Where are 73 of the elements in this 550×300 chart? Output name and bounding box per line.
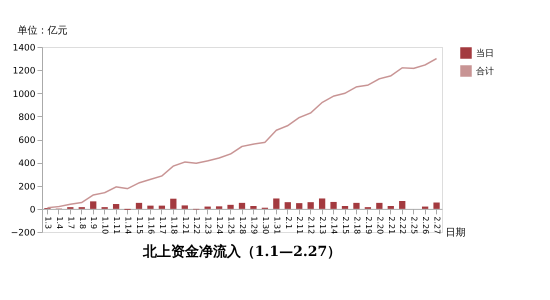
y-tick-label: 1000 — [12, 90, 36, 100]
x-tick-label: 1.10 — [100, 216, 110, 234]
x-tick-label: 1.9 — [89, 216, 98, 230]
bar — [399, 201, 406, 209]
bar — [158, 206, 166, 209]
bar — [342, 206, 348, 209]
x-tick-label: 1.3 — [43, 216, 52, 230]
bar — [147, 206, 154, 209]
bar — [376, 202, 382, 209]
y-tick-label: 200 — [18, 182, 36, 192]
bar — [216, 206, 222, 209]
x-tick-label: 2.22 — [398, 216, 408, 234]
bar — [227, 204, 234, 209]
x-tick-label: 1.14 — [124, 216, 133, 234]
x-tick-label: 1.30 — [260, 216, 270, 234]
bar — [90, 201, 96, 209]
bar — [273, 198, 280, 209]
x-tick-label: 1.15 — [134, 216, 144, 234]
x-tick-label: 1.7 — [66, 216, 76, 230]
x-tick-label: 2.20 — [375, 216, 384, 234]
bar — [388, 206, 394, 209]
x-tick-label: 2.25 — [410, 216, 419, 234]
bar — [284, 202, 291, 209]
x-tick-label: 2.1 — [284, 216, 293, 230]
x-axis-title: 日期 — [446, 226, 466, 238]
bar — [296, 203, 302, 209]
x-tick-label: 2.15 — [341, 216, 350, 234]
y-tick-label: 600 — [18, 136, 36, 146]
x-tick-label: 1.28 — [238, 216, 247, 234]
x-tick-label: 1.18 — [169, 216, 178, 234]
bar — [170, 198, 176, 209]
x-tick-label: 1.11 — [112, 216, 122, 234]
y-tick-label: −200 — [10, 228, 36, 238]
x-tick-label: 2.12 — [306, 216, 316, 234]
bar — [136, 202, 142, 209]
x-tick-label: 2.21 — [386, 216, 396, 234]
y-tick-label: 400 — [18, 159, 36, 170]
x-tick-label: 2.11 — [295, 216, 304, 234]
x-tick-label: 2.27 — [432, 216, 442, 234]
x-tick-label: 1.17 — [158, 216, 167, 234]
bar — [308, 202, 314, 209]
x-tick-label: 1.25 — [226, 216, 236, 234]
x-tick-label: 2.19 — [364, 216, 373, 234]
text: 北上资金净流入（1.1—2.27） — [142, 243, 342, 260]
bar — [250, 206, 257, 209]
y-tick-label: 0 — [30, 205, 36, 216]
x-tick-label: 1.4 — [54, 216, 64, 230]
bar — [433, 202, 440, 209]
y-axis-title: 单位：亿元 — [18, 24, 68, 36]
x-tick-label: 2.18 — [352, 216, 362, 234]
line-series — [46, 58, 438, 208]
bar — [112, 204, 120, 209]
x-tick-label: 1.24 — [215, 216, 224, 234]
y-tick-label: 1400 — [12, 44, 36, 54]
bar — [238, 202, 246, 209]
x-tick-label: 1.29 — [249, 216, 258, 234]
x-tick-label: 1.21 — [180, 216, 190, 234]
y-tick-label: 800 — [18, 112, 36, 123]
bar — [318, 198, 326, 209]
x-tick-label: 1.23 — [204, 216, 213, 234]
bar — [353, 202, 360, 209]
bar — [330, 202, 337, 209]
x-tick-label: 2.26 — [421, 216, 430, 234]
legend-label: 合计 — [476, 66, 494, 77]
x-tick-label: 1.31 — [272, 216, 282, 234]
x-tick-label: 1.22 — [192, 216, 202, 234]
x-tick-label: 1.16 — [146, 216, 156, 234]
y-tick-label: 1200 — [12, 66, 36, 77]
legend-label: 当日 — [476, 48, 494, 59]
bar — [182, 205, 188, 209]
x-tick-label: 1.8 — [78, 216, 87, 230]
x-tick-label: 2.14 — [330, 216, 339, 234]
x-tick-label: 2.13 — [318, 216, 328, 234]
